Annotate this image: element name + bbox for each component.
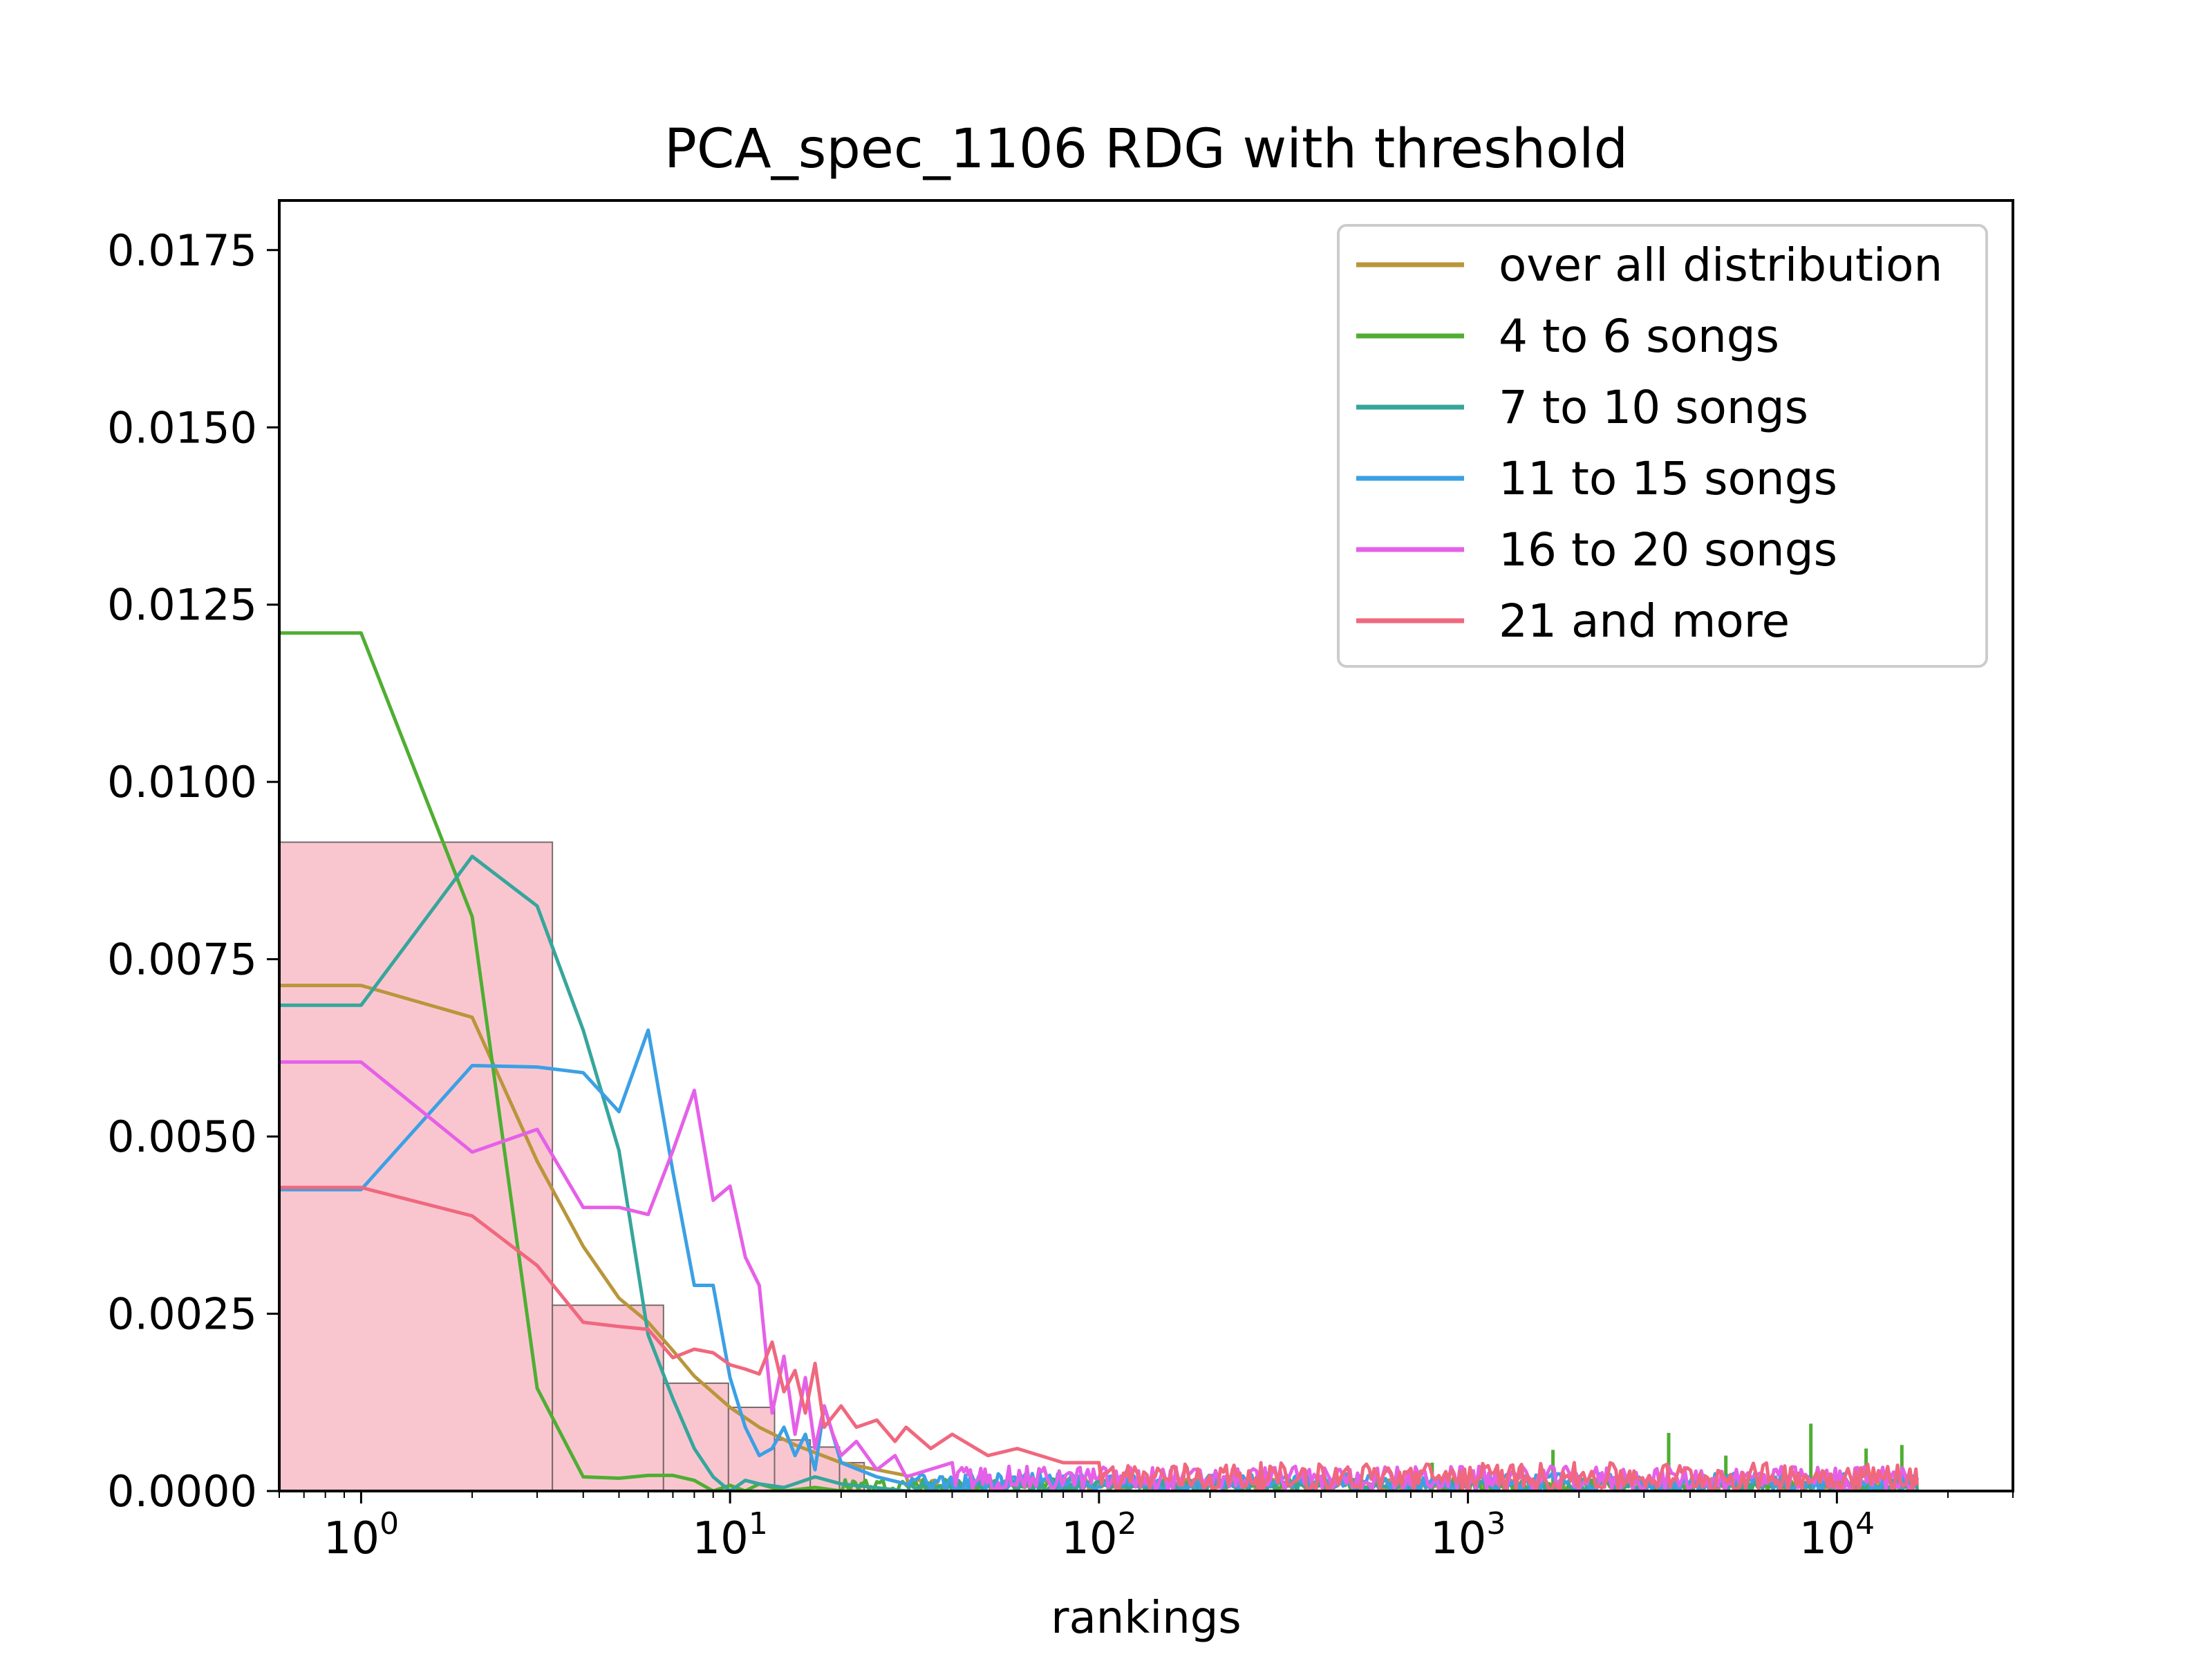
xtick-label-1: 101 xyxy=(692,1506,767,1564)
ytick-label-1: 0.0025 xyxy=(107,1289,257,1340)
ytick-label-7: 0.0175 xyxy=(107,225,257,276)
ytick-label-2: 0.0050 xyxy=(107,1112,257,1162)
series-line-5 xyxy=(279,1185,1919,1491)
ytick-label-6: 0.0150 xyxy=(107,402,257,453)
histogram-bar-0 xyxy=(279,841,554,1491)
legend-box xyxy=(1337,224,1988,668)
y-axis: 0.0000 0.0025 0.0050 0.0075 0.0100 0.0125 0.01… xyxy=(107,225,279,1517)
legend-label-1: 4 to 6 songs xyxy=(1499,310,1779,363)
legend-label-4: 16 to 20 songs xyxy=(1499,523,1837,577)
legend-label-5: 21 and more xyxy=(1499,594,1790,648)
ytick-label-4: 0.0100 xyxy=(107,757,257,807)
plot-frame xyxy=(278,199,2014,1492)
legend: over all distribution 4 to 6 songs 7 to 10… xyxy=(1337,224,1988,668)
xtick-label-0: 100 xyxy=(324,1506,399,1564)
legend-label-2: 7 to 10 songs xyxy=(1499,381,1808,434)
chart-title: PCA_spec_1106 RDG with threshold xyxy=(664,118,1628,180)
series-lines xyxy=(279,631,1919,1491)
xtick-label-3: 103 xyxy=(1430,1506,1506,1564)
ytick-label-0: 0.0000 xyxy=(107,1466,257,1517)
x-axis-label: rankings xyxy=(1051,1593,1241,1644)
ytick-label-3: 0.0075 xyxy=(107,935,257,985)
xtick-label-4: 104 xyxy=(1799,1506,1875,1564)
legend-label-3: 11 to 15 songs xyxy=(1499,452,1837,505)
ytick-label-5: 0.0125 xyxy=(107,580,257,630)
legend-label-0: over all distribution xyxy=(1499,238,1942,292)
xtick-label-2: 102 xyxy=(1061,1506,1136,1564)
x-axis: 100 101 102 103 104 xyxy=(279,1491,2014,1564)
